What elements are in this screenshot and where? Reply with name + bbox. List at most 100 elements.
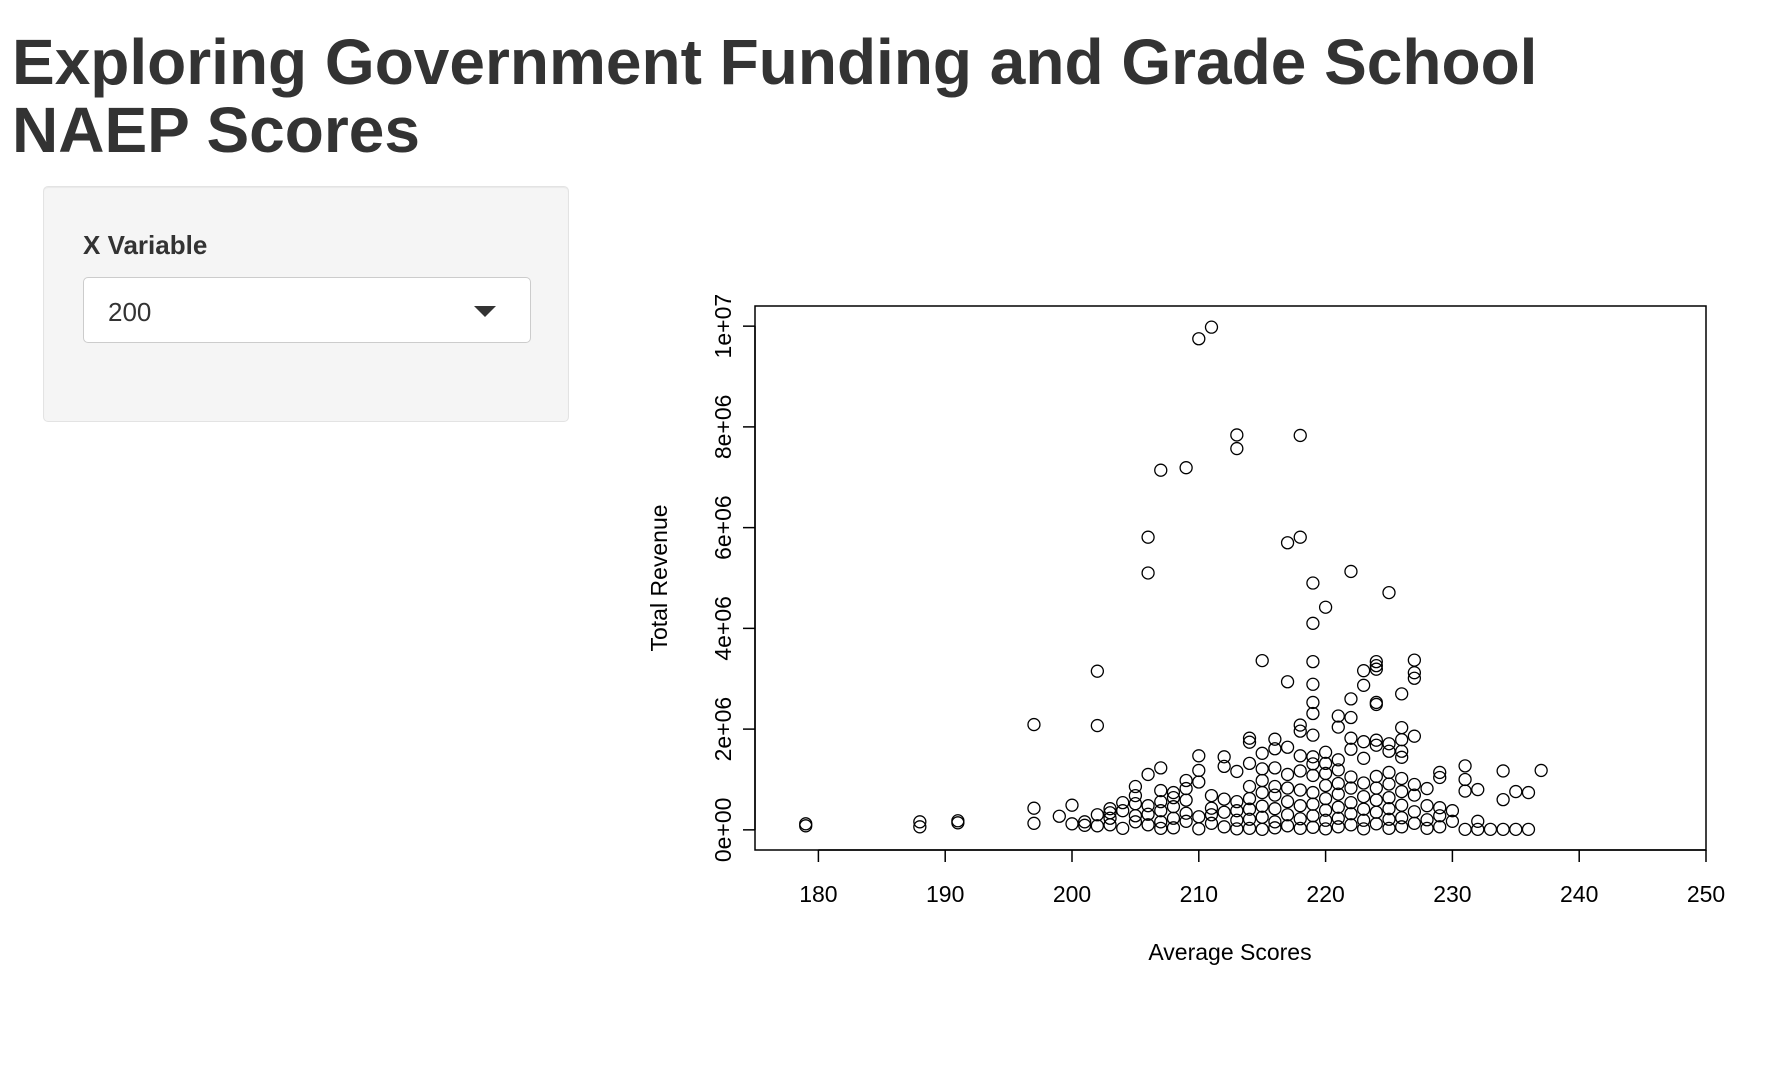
data-point — [1242, 735, 1257, 749]
data-point — [1280, 819, 1295, 833]
data-point — [1027, 816, 1041, 830]
data-point — [1433, 809, 1447, 823]
chevron-down-icon[interactable] — [474, 306, 496, 317]
data-point — [1344, 781, 1358, 795]
data-point — [1027, 801, 1041, 815]
data-point — [1344, 818, 1358, 832]
data-point — [1204, 801, 1219, 815]
data-point — [1141, 566, 1155, 580]
data-point — [1179, 781, 1193, 796]
data-point — [1255, 653, 1269, 668]
data-point — [1344, 564, 1358, 579]
data-point — [1242, 802, 1257, 816]
data-point — [1078, 815, 1092, 829]
y-tick-label: 6e+06 — [710, 495, 736, 560]
data-point — [1141, 799, 1155, 813]
data-point — [1306, 706, 1320, 721]
data-point — [1344, 770, 1358, 784]
data-point — [1293, 799, 1307, 813]
data-point — [1433, 765, 1447, 780]
data-point — [1356, 789, 1371, 804]
data-point — [1141, 767, 1155, 782]
data-point — [1090, 664, 1105, 678]
data-point — [1242, 791, 1257, 806]
data-point — [1331, 800, 1345, 814]
data-point — [1103, 806, 1117, 820]
data-point — [1369, 733, 1383, 747]
data-point — [1369, 805, 1383, 819]
data-point — [1242, 812, 1257, 826]
data-point — [1395, 744, 1409, 758]
data-point — [1369, 769, 1383, 784]
data-point — [1293, 821, 1307, 835]
data-point — [1382, 802, 1396, 816]
data-point — [1230, 794, 1244, 809]
data-point — [1306, 785, 1320, 800]
data-point — [1318, 756, 1333, 771]
data-point — [1318, 813, 1333, 827]
data-point — [1268, 761, 1282, 775]
data-point — [1204, 816, 1219, 830]
data-point — [1090, 718, 1105, 733]
data-point — [1154, 463, 1168, 477]
data-point — [1166, 785, 1181, 800]
x-tick-label: 230 — [1433, 881, 1471, 907]
data-point — [1306, 809, 1320, 823]
data-point — [1230, 822, 1244, 836]
data-point — [1369, 654, 1383, 669]
x-variable-select[interactable]: 200 — [83, 277, 531, 343]
data-point — [1471, 814, 1485, 828]
data-point — [1293, 783, 1307, 797]
data-point — [1280, 740, 1295, 754]
data-point — [1483, 822, 1498, 836]
data-point — [1052, 809, 1066, 823]
data-point — [1280, 675, 1295, 689]
data-point — [1331, 763, 1345, 777]
data-point — [1433, 770, 1447, 785]
x-tick-label: 240 — [1560, 881, 1598, 907]
data-point — [1331, 709, 1345, 723]
data-point — [1255, 785, 1269, 800]
data-point — [1395, 798, 1409, 812]
data-point — [1458, 822, 1472, 836]
data-point — [1179, 461, 1193, 475]
data-point — [1280, 536, 1295, 550]
data-point — [1242, 821, 1257, 835]
data-point — [1407, 805, 1422, 819]
data-point — [1027, 717, 1041, 732]
data-point — [1407, 653, 1422, 667]
data-point — [1331, 753, 1345, 767]
data-point — [1280, 781, 1295, 795]
data-point — [1230, 804, 1244, 818]
data-point — [1344, 710, 1358, 725]
axis-ticks: 180 190 200 210 220 230 240 250 0e+00 2e+06 4e+06 6… — [710, 294, 1725, 907]
data-point — [1395, 687, 1409, 701]
data-point — [1521, 785, 1536, 800]
x-variable-selected-value: 200 — [108, 297, 152, 327]
data-point — [1065, 798, 1079, 812]
data-point — [1090, 808, 1105, 822]
data-point — [1128, 797, 1143, 811]
data-point — [1496, 822, 1510, 836]
data-point — [1065, 817, 1079, 831]
data-point — [1496, 764, 1510, 778]
y-tick-label: 0e+00 — [710, 798, 736, 863]
x-variable-label: X Variable — [83, 230, 208, 260]
data-point — [1318, 600, 1333, 614]
data-point — [1382, 777, 1396, 791]
data-point — [1356, 776, 1371, 790]
data-point — [1217, 820, 1231, 834]
data-point — [1318, 822, 1333, 836]
data-point — [1395, 820, 1409, 834]
data-point — [1344, 731, 1358, 745]
data-point — [1395, 771, 1409, 786]
data-point — [1369, 781, 1383, 795]
x-tick-label: 200 — [1053, 881, 1091, 907]
data-point — [1445, 804, 1460, 818]
data-point — [1116, 796, 1130, 810]
data-point — [799, 817, 813, 831]
data-point — [1407, 671, 1422, 685]
data-point — [1116, 804, 1130, 818]
data-point — [1331, 720, 1345, 734]
data-point — [1356, 813, 1371, 827]
